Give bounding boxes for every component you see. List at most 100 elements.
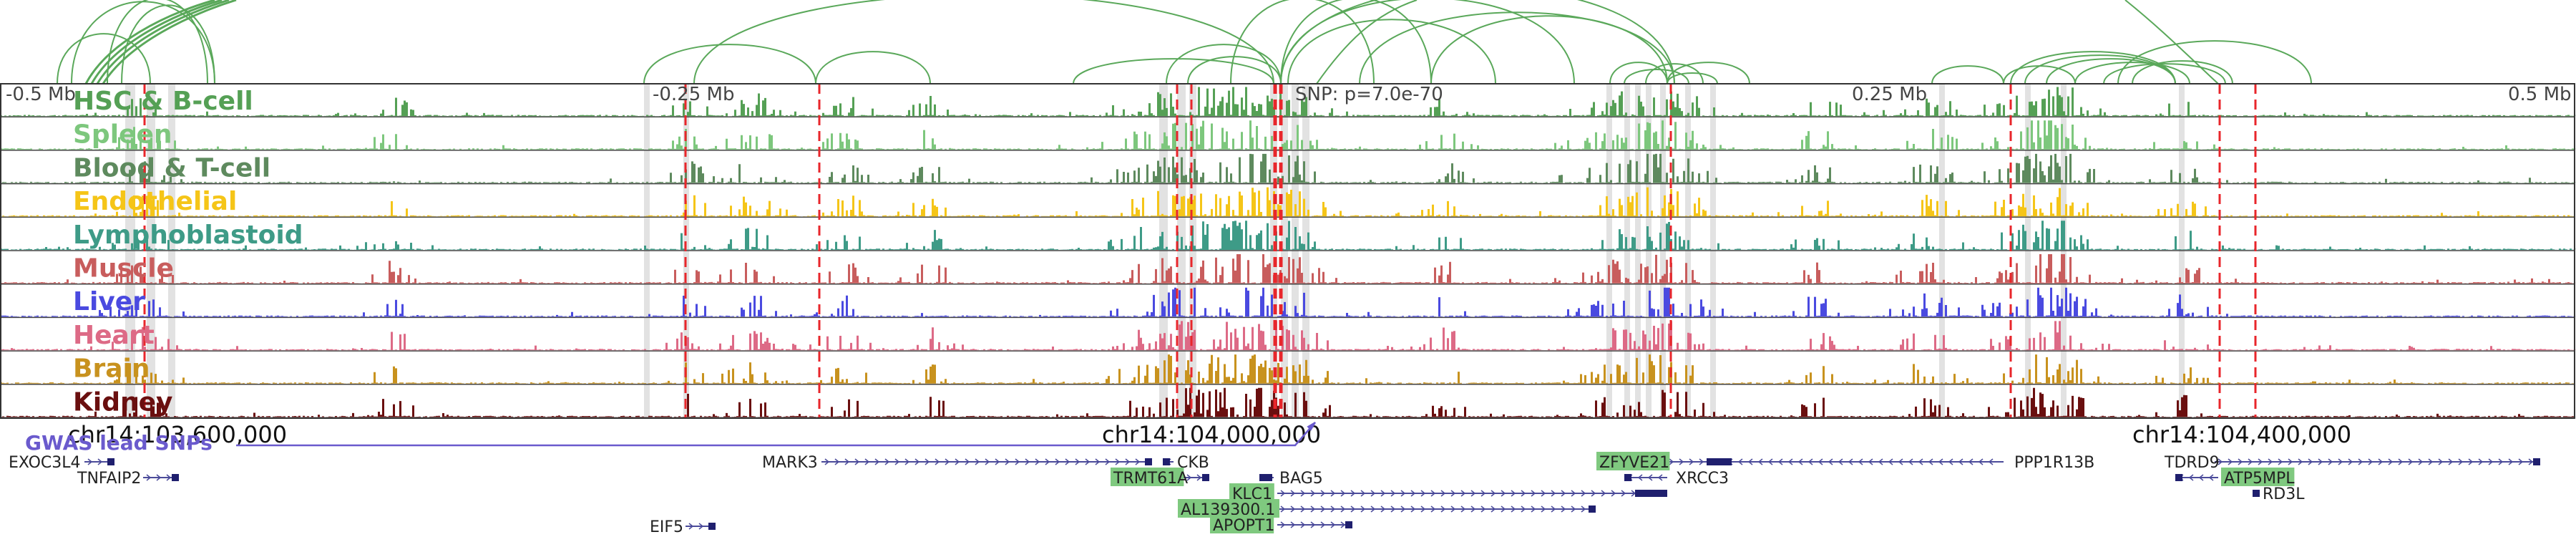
strand-chevron <box>1501 490 1506 497</box>
strand-chevron <box>1340 490 1346 497</box>
strand-chevron <box>146 474 152 481</box>
track-label: Muscle <box>73 254 174 284</box>
gene-tnfaip2[interactable]: TNFAIP2 <box>77 470 179 488</box>
strand-chevron <box>2518 458 2524 465</box>
strand-chevron <box>1370 490 1376 497</box>
signal-area <box>0 187 2576 217</box>
strand-chevron <box>985 458 990 465</box>
strand-chevron <box>1320 490 1326 497</box>
strand-chevron <box>1300 521 1306 528</box>
gene-label: TRMT61A <box>1113 470 1188 488</box>
strand-chevron <box>2348 458 2353 465</box>
loop-arc <box>643 44 816 84</box>
strand-chevron <box>1290 521 1296 528</box>
strand-chevron <box>1888 458 1893 465</box>
strand-chevron <box>1699 458 1704 465</box>
track-label: Brain <box>73 354 150 384</box>
loop-arc <box>1280 0 1432 84</box>
signal-area <box>0 287 2576 317</box>
strand-chevron <box>97 458 103 465</box>
loop-arc <box>1624 69 1689 84</box>
gene-label-highlight <box>1210 515 1274 533</box>
strand-chevron <box>1480 490 1486 497</box>
gene-label: PPP1R13B <box>2014 454 2094 472</box>
loop-arc <box>1645 63 1704 84</box>
strand-chevron <box>2378 458 2384 465</box>
strand-chevron <box>844 458 850 465</box>
strand-chevron <box>1390 505 1396 513</box>
gene-exoc3l4[interactable]: EXOC3L4 <box>9 454 114 472</box>
strand-chevron <box>2218 458 2223 465</box>
strand-chevron <box>166 474 172 481</box>
strand-chevron <box>2438 458 2444 465</box>
loop-arcs-layer <box>57 0 2312 84</box>
loop-arc <box>121 4 215 84</box>
signal-tracks-layer <box>0 87 2576 419</box>
gene-ppp1r13b[interactable]: PPP1R13B <box>1724 454 2094 472</box>
loop-arc <box>90 0 223 84</box>
gene-atp5mpl[interactable]: ATP5MPL <box>2175 468 2295 488</box>
strand-chevron <box>1320 505 1326 513</box>
strand-chevron <box>2228 458 2233 465</box>
gene-exon <box>2253 490 2260 497</box>
strand-chevron <box>2388 458 2394 465</box>
strand-chevron <box>894 458 900 465</box>
strand-chevron <box>1878 458 1883 465</box>
strand-chevron <box>1055 458 1060 465</box>
strand-chevron <box>1105 458 1111 465</box>
gene-apopt1[interactable]: APOPT1 <box>1210 515 1352 535</box>
strand-chevron <box>1045 458 1050 465</box>
gene-mark3[interactable]: MARK3 <box>762 454 1152 472</box>
strand-chevron <box>1787 458 1793 465</box>
gene-ckb[interactable]: CKB <box>1163 454 1209 472</box>
strand-chevron <box>1115 458 1121 465</box>
gene-xrcc3[interactable]: XRCC3 <box>1624 470 1729 488</box>
strand-chevron <box>1621 490 1626 497</box>
strand-chevron <box>1075 458 1080 465</box>
loop-arc <box>1280 0 1575 84</box>
strand-chevron <box>1948 458 1953 465</box>
scale-label-0-25mb: 0.25 Mb <box>1852 84 1927 105</box>
gene-tdrd9[interactable]: TDRD9 <box>2164 454 2540 472</box>
strand-chevron <box>874 458 880 465</box>
gene-rd3l[interactable]: RD3L <box>2253 485 2305 503</box>
strand-chevron <box>1420 505 1426 513</box>
signal-area <box>0 387 2576 417</box>
scale-label-minus-0-5mb: -0.5 Mb <box>6 84 76 105</box>
strand-chevron <box>1908 458 1913 465</box>
loop-arc <box>1931 65 2004 84</box>
track-label: Kidney <box>73 387 173 417</box>
gene-zfyve21[interactable]: ZFYVE21 <box>1596 452 1724 472</box>
signal-track-2 <box>0 153 2576 185</box>
strand-chevron <box>1777 458 1783 465</box>
strand-chevron <box>1737 458 1743 465</box>
strand-chevron <box>1561 505 1566 513</box>
loop-arc <box>1316 0 1418 84</box>
strand-chevron <box>1350 505 1356 513</box>
strand-chevron <box>2508 458 2514 465</box>
strand-chevron <box>1511 505 1516 513</box>
gene-label-highlight <box>2221 468 2295 486</box>
signal-area <box>0 254 2576 284</box>
signal-track-6 <box>0 287 2576 319</box>
gene-eif5[interactable]: EIF5 <box>650 518 716 536</box>
strand-chevron <box>1928 458 1933 465</box>
gene-label-highlight <box>1111 468 1184 486</box>
strand-chevron <box>2198 474 2204 481</box>
gene-exon <box>2533 458 2540 465</box>
strand-chevron <box>1380 490 1386 497</box>
strand-chevron <box>2258 458 2263 465</box>
strand-chevron <box>1541 490 1546 497</box>
strand-chevron <box>1310 521 1316 528</box>
loop-arc <box>107 0 208 84</box>
strand-chevron <box>1797 458 1803 465</box>
gene-label: RD3L <box>2263 485 2305 503</box>
strand-chevron <box>1350 490 1356 497</box>
strand-chevron <box>1551 490 1556 497</box>
strand-chevron <box>2288 458 2293 465</box>
strand-chevron <box>2468 458 2474 465</box>
strand-chevron <box>2318 458 2323 465</box>
gene-trmt61a[interactable]: TRMT61A <box>1111 468 1209 488</box>
strand-chevron <box>1868 458 1873 465</box>
